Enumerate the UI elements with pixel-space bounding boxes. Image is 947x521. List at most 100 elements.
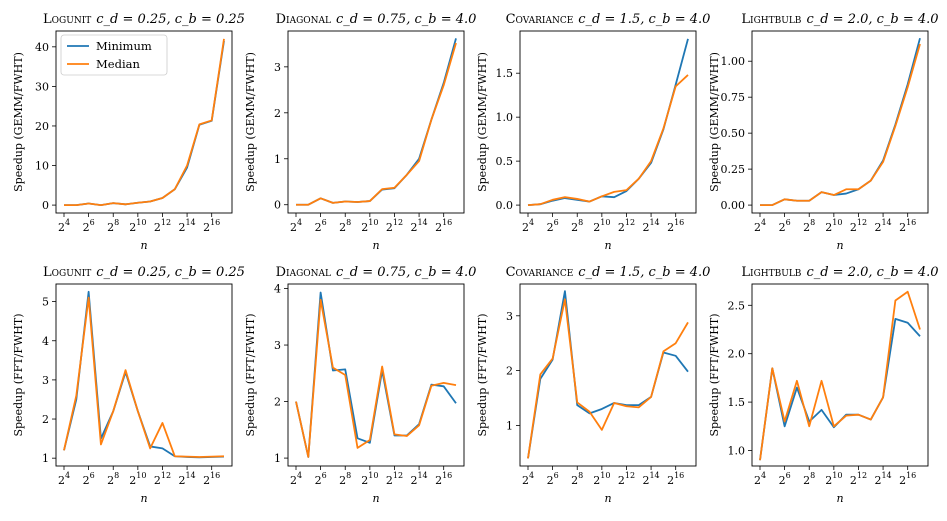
x-tick-base: 2	[899, 474, 906, 487]
x-tick-exponent: 16	[210, 471, 220, 480]
x-tick-label: 28	[339, 471, 351, 487]
chart-title: Diagonal c_d = 0.75, c_b = 4.0	[276, 12, 477, 27]
plot-frame	[519, 283, 697, 467]
plot-frame	[751, 30, 929, 214]
x-tick-exponent: 6	[554, 471, 559, 480]
x-tick-label: 212	[850, 218, 867, 234]
x-tick-exponent: 14	[417, 471, 427, 480]
x-tick-exponent: 14	[881, 218, 891, 227]
series-line-median	[64, 38, 225, 206]
y-tick-label: 1.0	[728, 445, 746, 458]
plot-frame	[287, 283, 465, 467]
x-tick-label: 214	[178, 471, 195, 487]
x-tick-exponent: 10	[368, 471, 378, 480]
chart-panel: Logunit c_d = 0.25, c_b = 0.2501020304024…	[12, 12, 245, 252]
x-tick-base: 2	[754, 474, 761, 487]
y-tick-label: 2.5	[728, 299, 746, 312]
x-tick-exponent: 16	[210, 218, 220, 227]
chart-title-name: Diagonal	[276, 265, 331, 280]
x-tick-exponent: 14	[417, 218, 427, 227]
y-tick-label: 2.0	[728, 348, 746, 361]
x-tick-exponent: 12	[161, 471, 171, 480]
y-tick-label: 0.25	[721, 163, 746, 176]
x-tick-exponent: 14	[881, 471, 891, 480]
y-tick-label: 1	[42, 452, 49, 465]
series-line-minimum	[759, 317, 921, 461]
x-tick-base: 2	[386, 221, 393, 234]
x-tick-exponent: 16	[442, 218, 452, 227]
x-tick-label: 210	[593, 471, 610, 487]
x-tick-exponent: 8	[346, 218, 351, 227]
x-tick-base: 2	[315, 221, 322, 234]
x-tick-label: 28	[803, 218, 815, 234]
x-tick-label: 26	[83, 471, 95, 487]
x-tick-base: 2	[315, 474, 322, 487]
chart-title-params: c_d = 2.0, c_b = 4.0	[806, 265, 938, 280]
x-tick-exponent: 8	[114, 218, 119, 227]
x-tick-base: 2	[290, 221, 297, 234]
plot-frame	[287, 30, 465, 214]
x-tick-exponent: 4	[761, 471, 766, 480]
chart-title-name: Lightbulb	[741, 265, 801, 280]
x-tick-label: 28	[571, 218, 583, 234]
y-tick-label: 0.0	[496, 199, 514, 212]
x-tick-exponent: 10	[368, 218, 378, 227]
y-tick-label: 0.50	[721, 127, 746, 140]
x-tick-label: 216	[899, 471, 916, 487]
x-tick-exponent: 14	[649, 218, 659, 227]
x-tick-exponent: 16	[906, 471, 916, 480]
x-axis-label: n	[604, 239, 611, 252]
chart-title: Covariance c_d = 1.5, c_b = 4.0	[506, 12, 711, 27]
x-tick-base: 2	[850, 474, 857, 487]
x-tick-label: 214	[642, 218, 659, 234]
y-tick-label: 3	[274, 61, 281, 74]
y-axis-label: Speedup (FFT/FWHT)	[476, 313, 489, 436]
x-tick-base: 2	[547, 221, 554, 234]
y-axis-label: Speedup (FFT/FWHT)	[12, 313, 25, 436]
y-tick-label: 30	[35, 80, 49, 93]
x-tick-base: 2	[107, 474, 114, 487]
y-tick-label: 2	[506, 365, 513, 378]
x-tick-base: 2	[593, 474, 600, 487]
x-tick-exponent: 16	[674, 218, 684, 227]
y-axis-label: Speedup (FFT/FWHT)	[708, 313, 721, 436]
plot-frame	[519, 30, 697, 214]
x-tick-base: 2	[618, 474, 625, 487]
chart-title: Lightbulb c_d = 2.0, c_b = 4.0	[741, 265, 938, 280]
y-tick-label: 1.0	[496, 111, 514, 124]
x-tick-label: 26	[315, 471, 327, 487]
x-tick-base: 2	[410, 474, 417, 487]
x-tick-label: 26	[779, 471, 791, 487]
plot-frame	[55, 283, 233, 467]
x-tick-label: 24	[58, 471, 70, 487]
x-tick-base: 2	[571, 474, 578, 487]
x-tick-exponent: 4	[529, 471, 534, 480]
y-tick-label: 20	[35, 120, 49, 133]
chart-title: Logunit c_d = 0.25, c_b = 0.25	[43, 265, 245, 280]
y-tick-label: 10	[35, 160, 49, 173]
chart-title-params: c_d = 0.75, c_b = 4.0	[336, 12, 476, 27]
x-tick-label: 24	[754, 218, 766, 234]
series-line-median	[63, 296, 225, 458]
x-tick-exponent: 12	[625, 218, 635, 227]
x-tick-label: 214	[874, 471, 891, 487]
x-tick-label: 26	[547, 471, 559, 487]
x-tick-label: 212	[618, 471, 635, 487]
x-axis-label: n	[372, 492, 379, 505]
x-tick-exponent: 6	[554, 218, 559, 227]
x-tick-label: 216	[435, 218, 452, 234]
x-tick-exponent: 4	[529, 218, 534, 227]
legend-label-minimum: Minimum	[96, 39, 152, 53]
x-tick-base: 2	[850, 221, 857, 234]
x-tick-label: 214	[642, 471, 659, 487]
x-tick-exponent: 10	[136, 471, 146, 480]
x-tick-exponent: 6	[786, 471, 791, 480]
x-tick-label: 24	[290, 218, 302, 234]
x-tick-exponent: 14	[649, 471, 659, 480]
x-tick-label: 24	[290, 471, 302, 487]
x-tick-exponent: 14	[185, 218, 195, 227]
chart-title: Logunit c_d = 0.25, c_b = 0.25	[43, 12, 245, 27]
x-tick-label: 214	[410, 218, 427, 234]
